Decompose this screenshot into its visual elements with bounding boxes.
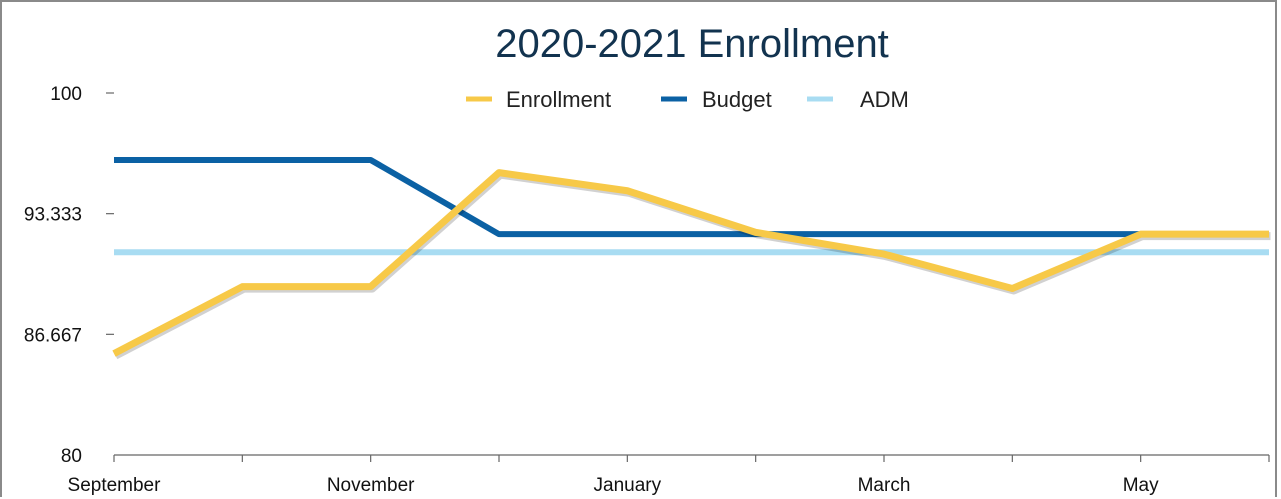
y-tick-label: 80 [61, 446, 82, 467]
y-tick-label: 100 [50, 84, 82, 105]
legend-label-adm: ADM [860, 87, 909, 112]
y-tick-label: 86.667 [24, 325, 82, 346]
y-tick-label: 93.333 [24, 205, 82, 226]
legend-item-enrollment: Enrollment [466, 87, 611, 112]
x-tick-label: March [858, 475, 911, 496]
legend-label-budget: Budget [702, 87, 772, 112]
series-line-enrollment [112, 169, 1269, 357]
y-axis: 80 86.667 93.333 100 [24, 84, 114, 467]
x-tick-label: January [594, 475, 662, 496]
x-tick-label: September [68, 475, 162, 496]
plot-lines [112, 156, 1271, 360]
x-tick-label: May [1123, 475, 1159, 496]
legend: Enrollment Budget ADM [466, 87, 909, 112]
legend-item-adm: ADM [807, 87, 909, 112]
series-shadow-enrollment [113, 170, 1271, 360]
x-tick-label: November [327, 475, 415, 496]
x-axis: September November January March May [68, 454, 1270, 496]
legend-item-budget: Budget [661, 87, 772, 112]
legend-label-enrollment: Enrollment [506, 87, 611, 112]
chart-title: 2020-2021 Enrollment [495, 22, 889, 66]
series-line-budget [114, 156, 1269, 238]
